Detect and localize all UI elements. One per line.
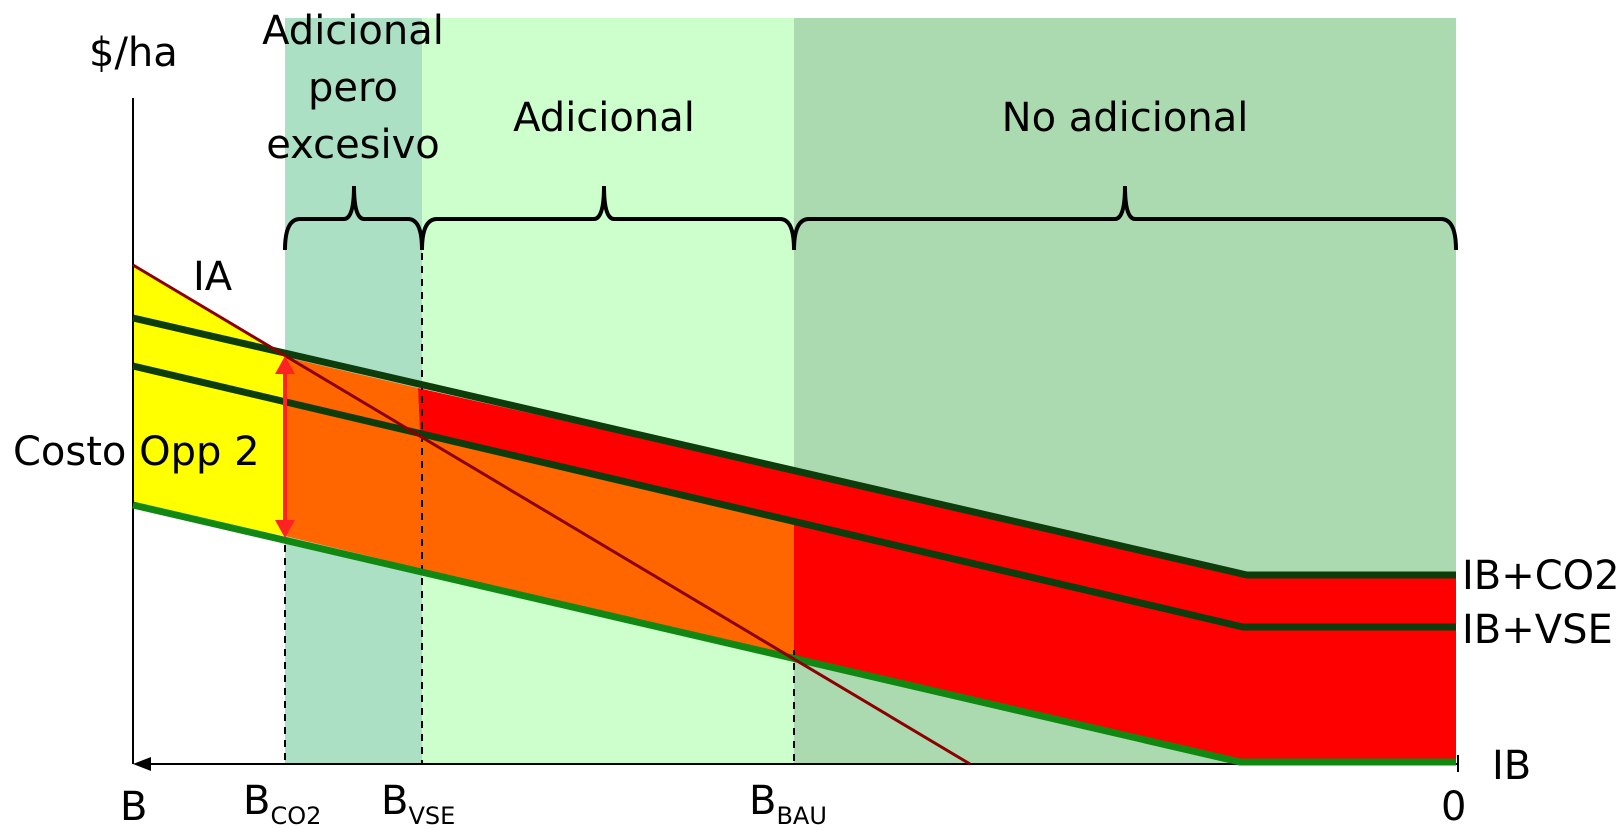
zone-label-adicional-pero-excesivo-line2: pero	[308, 65, 398, 111]
ia-line	[132, 263, 971, 766]
ib-co2-line	[132, 314, 1456, 579]
zone-label-adicional: Adicional	[513, 95, 695, 141]
costo-opp-arrowhead-bottom	[275, 520, 295, 538]
b-co2-main: B	[243, 778, 270, 824]
b-vse-main: B	[381, 778, 408, 824]
zone-label-adicional-pero-excesivo-line1: Adicional	[262, 8, 444, 54]
brace-no-adicional	[792, 185, 1458, 251]
ib-vse-line	[132, 362, 1456, 631]
x-axis-arrowhead	[133, 757, 151, 771]
y-axis-label: $/ha	[89, 30, 178, 76]
b-bau-subscript: BAU	[776, 802, 826, 829]
ib-vse-label: IB+VSE	[1462, 607, 1613, 653]
zone-label-no-adicional: No adicional	[1002, 95, 1249, 141]
b-co2-subscript: CO2	[270, 802, 321, 829]
b-vse-subscript: VSE	[408, 802, 455, 829]
ia-label: IA	[193, 254, 233, 300]
x-axis-right-label: 0	[1441, 784, 1466, 829]
b-bau-label: BBAU	[749, 778, 827, 829]
region-red-upper	[418, 388, 1456, 627]
brace-adicional-pero-excesivo	[283, 185, 424, 251]
b-co2-label: BCO2	[243, 778, 321, 829]
region-yellow	[133, 265, 285, 536]
ib-label: IB	[1492, 743, 1531, 789]
brace-adicional	[420, 185, 796, 251]
x-axis-left-label: B	[120, 784, 147, 829]
costo-opp-arrowhead-top	[275, 356, 295, 374]
b-vse-label: BVSE	[381, 778, 455, 829]
b-bau-main: B	[749, 778, 776, 824]
zone-label-adicional-pero-excesivo-line3: excesivo	[266, 122, 440, 168]
ib-co2-label: IB+CO2	[1462, 553, 1619, 599]
costo-opp-label: Costo Opp 2	[13, 429, 260, 475]
ib-line	[132, 501, 1456, 766]
region-red-lower	[794, 522, 1456, 761]
